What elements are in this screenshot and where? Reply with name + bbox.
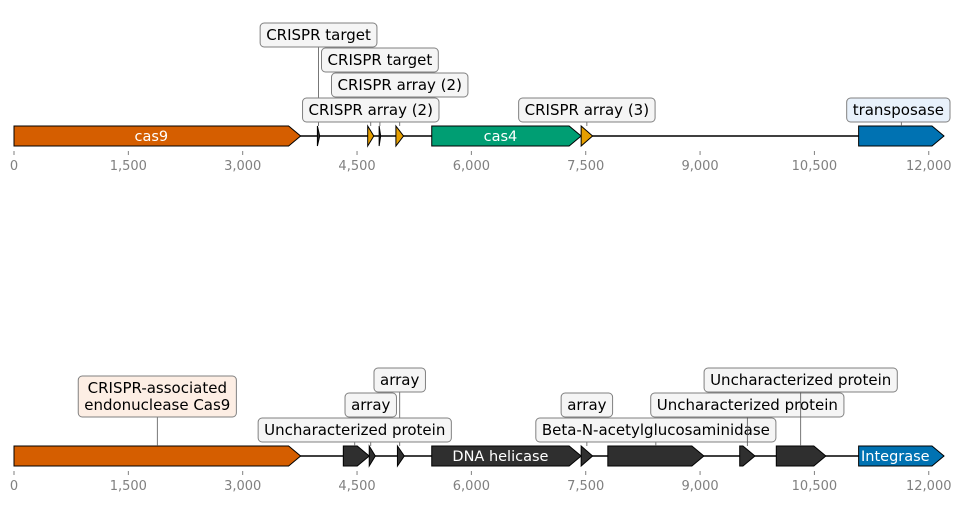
feature-label: Uncharacterized protein <box>703 367 898 446</box>
feature-label: CRISPR array (2) <box>302 97 440 126</box>
label-text: CRISPR array (3) <box>525 101 649 119</box>
axis-tick-label: 10,500 <box>792 159 838 174</box>
gene-arrow <box>367 124 375 148</box>
label-box <box>344 392 397 418</box>
label-text-line: array <box>567 396 606 414</box>
label-text-line: CRISPR target <box>266 26 371 44</box>
axis-tick-label: 3,000 <box>224 159 261 174</box>
label-text-line: array <box>351 396 390 414</box>
label-text-line: Beta-N-acetylglucosaminidase <box>542 421 770 439</box>
top-track: 0 1,500 3,000 4,500 6,000 7,500 9,000 10,500 12,… <box>10 22 952 174</box>
label-box <box>846 97 951 123</box>
axis-tick-label: 10,500 <box>792 479 838 494</box>
gene-inner-label: Integrase <box>861 449 930 465</box>
label-text-line: CRISPR array (2) <box>338 76 462 94</box>
gene-arrow <box>368 444 376 468</box>
label-box <box>77 375 237 418</box>
axis-tick-label: 0 <box>10 159 18 174</box>
gene-arrow <box>342 445 371 467</box>
label-text-line: CRISPR array (2) <box>309 101 433 119</box>
feature-label: array <box>373 367 426 446</box>
gene-arrow <box>775 445 827 467</box>
feature-label: CRISPR target <box>259 22 378 126</box>
label-text-line: array <box>380 371 419 389</box>
gene-arrow <box>580 444 594 468</box>
label-box <box>302 97 440 123</box>
label-box <box>320 47 439 73</box>
axis-tick-label: 9,000 <box>681 479 718 494</box>
axis-tick-label: 12,000 <box>906 479 952 494</box>
label-box <box>535 417 777 443</box>
label-text: transposase <box>853 101 944 119</box>
label-text-line: transposase <box>853 101 944 119</box>
feature-label: transposase <box>846 97 951 126</box>
label-text-line: Uncharacterized protein <box>264 421 445 439</box>
axis-tick-label: 1,500 <box>110 479 147 494</box>
label-box <box>650 392 845 418</box>
feature-label: Uncharacterized protein <box>650 392 845 446</box>
gene-inner-label: cas4 <box>484 129 518 145</box>
label-text: Uncharacterized protein <box>264 421 445 439</box>
feature-label: Uncharacterized protein <box>257 417 452 446</box>
gene-arrow <box>431 125 582 147</box>
label-text: array <box>567 396 606 414</box>
label-text: CRISPR array (2) <box>309 101 433 119</box>
bottom-track: 0 1,500 3,000 4,500 6,000 7,500 9,000 10,500 12,… <box>10 367 952 494</box>
label-box <box>331 72 469 98</box>
label-box <box>259 22 378 48</box>
axis-tick-label: 4,500 <box>338 479 375 494</box>
feature-label: CRISPR-associated endonuclease Cas9 <box>77 375 237 446</box>
label-text: array <box>351 396 390 414</box>
axis-tick-label: 0 <box>10 479 18 494</box>
gene-arrow <box>607 445 705 467</box>
axis-tick-label: 1,500 <box>110 159 147 174</box>
label-text: Uncharacterized protein <box>710 371 891 389</box>
label-text: CRISPR target <box>266 26 371 44</box>
gene-arrow <box>739 445 756 467</box>
feature-label: CRISPR array (3) <box>518 97 656 126</box>
label-text: CRISPR target <box>328 51 433 69</box>
label-text-line: CRISPR target <box>328 51 433 69</box>
gene-arrow <box>378 125 382 147</box>
label-text: CRISPR array (2) <box>338 76 462 94</box>
gene-arrow <box>580 124 594 148</box>
label-box <box>257 417 452 443</box>
label-box <box>518 97 656 123</box>
label-text-line: CRISPR array (3) <box>525 101 649 119</box>
gene-arrow <box>13 125 302 147</box>
axis-tick-label: 7,500 <box>567 159 604 174</box>
label-text-line: CRISPR-associated <box>88 379 227 397</box>
axis-tick-label: 7,500 <box>567 479 604 494</box>
feature-label: array <box>560 392 614 446</box>
gene-arrow <box>858 445 945 467</box>
gene-arrow <box>396 444 405 468</box>
gene-arrow <box>316 125 321 147</box>
gene-arrow <box>395 124 405 148</box>
axis-tick-label: 12,000 <box>906 159 952 174</box>
axis-tick-label: 6,000 <box>453 159 490 174</box>
label-box <box>703 367 898 393</box>
axis-tick-label: 9,000 <box>681 159 718 174</box>
feature-label: CRISPR array (2) <box>331 72 469 126</box>
gene-arrow <box>431 445 582 467</box>
gene-arrow <box>858 125 945 147</box>
feature-label: Beta-N-acetylglucosaminidase <box>535 417 777 446</box>
gene-inner-label: cas9 <box>134 129 168 145</box>
label-text: Uncharacterized protein <box>657 396 838 414</box>
gene-arrow <box>13 445 302 467</box>
axis-tick-label: 4,500 <box>338 159 375 174</box>
axis-tick-label: 3,000 <box>224 479 261 494</box>
gene-inner-label: DNA helicase <box>452 449 548 465</box>
label-text: Beta-N-acetylglucosaminidase <box>542 421 770 439</box>
label-text-line: endonuclease Cas9 <box>84 396 230 414</box>
label-text: array <box>380 371 419 389</box>
label-box <box>560 392 614 418</box>
label-box <box>373 367 426 393</box>
label-text: CRISPR-associated endonuclease Cas9 <box>84 379 230 414</box>
axis-tick-label: 6,000 <box>453 479 490 494</box>
label-text-line: Uncharacterized protein <box>710 371 891 389</box>
label-text-line: Uncharacterized protein <box>657 396 838 414</box>
